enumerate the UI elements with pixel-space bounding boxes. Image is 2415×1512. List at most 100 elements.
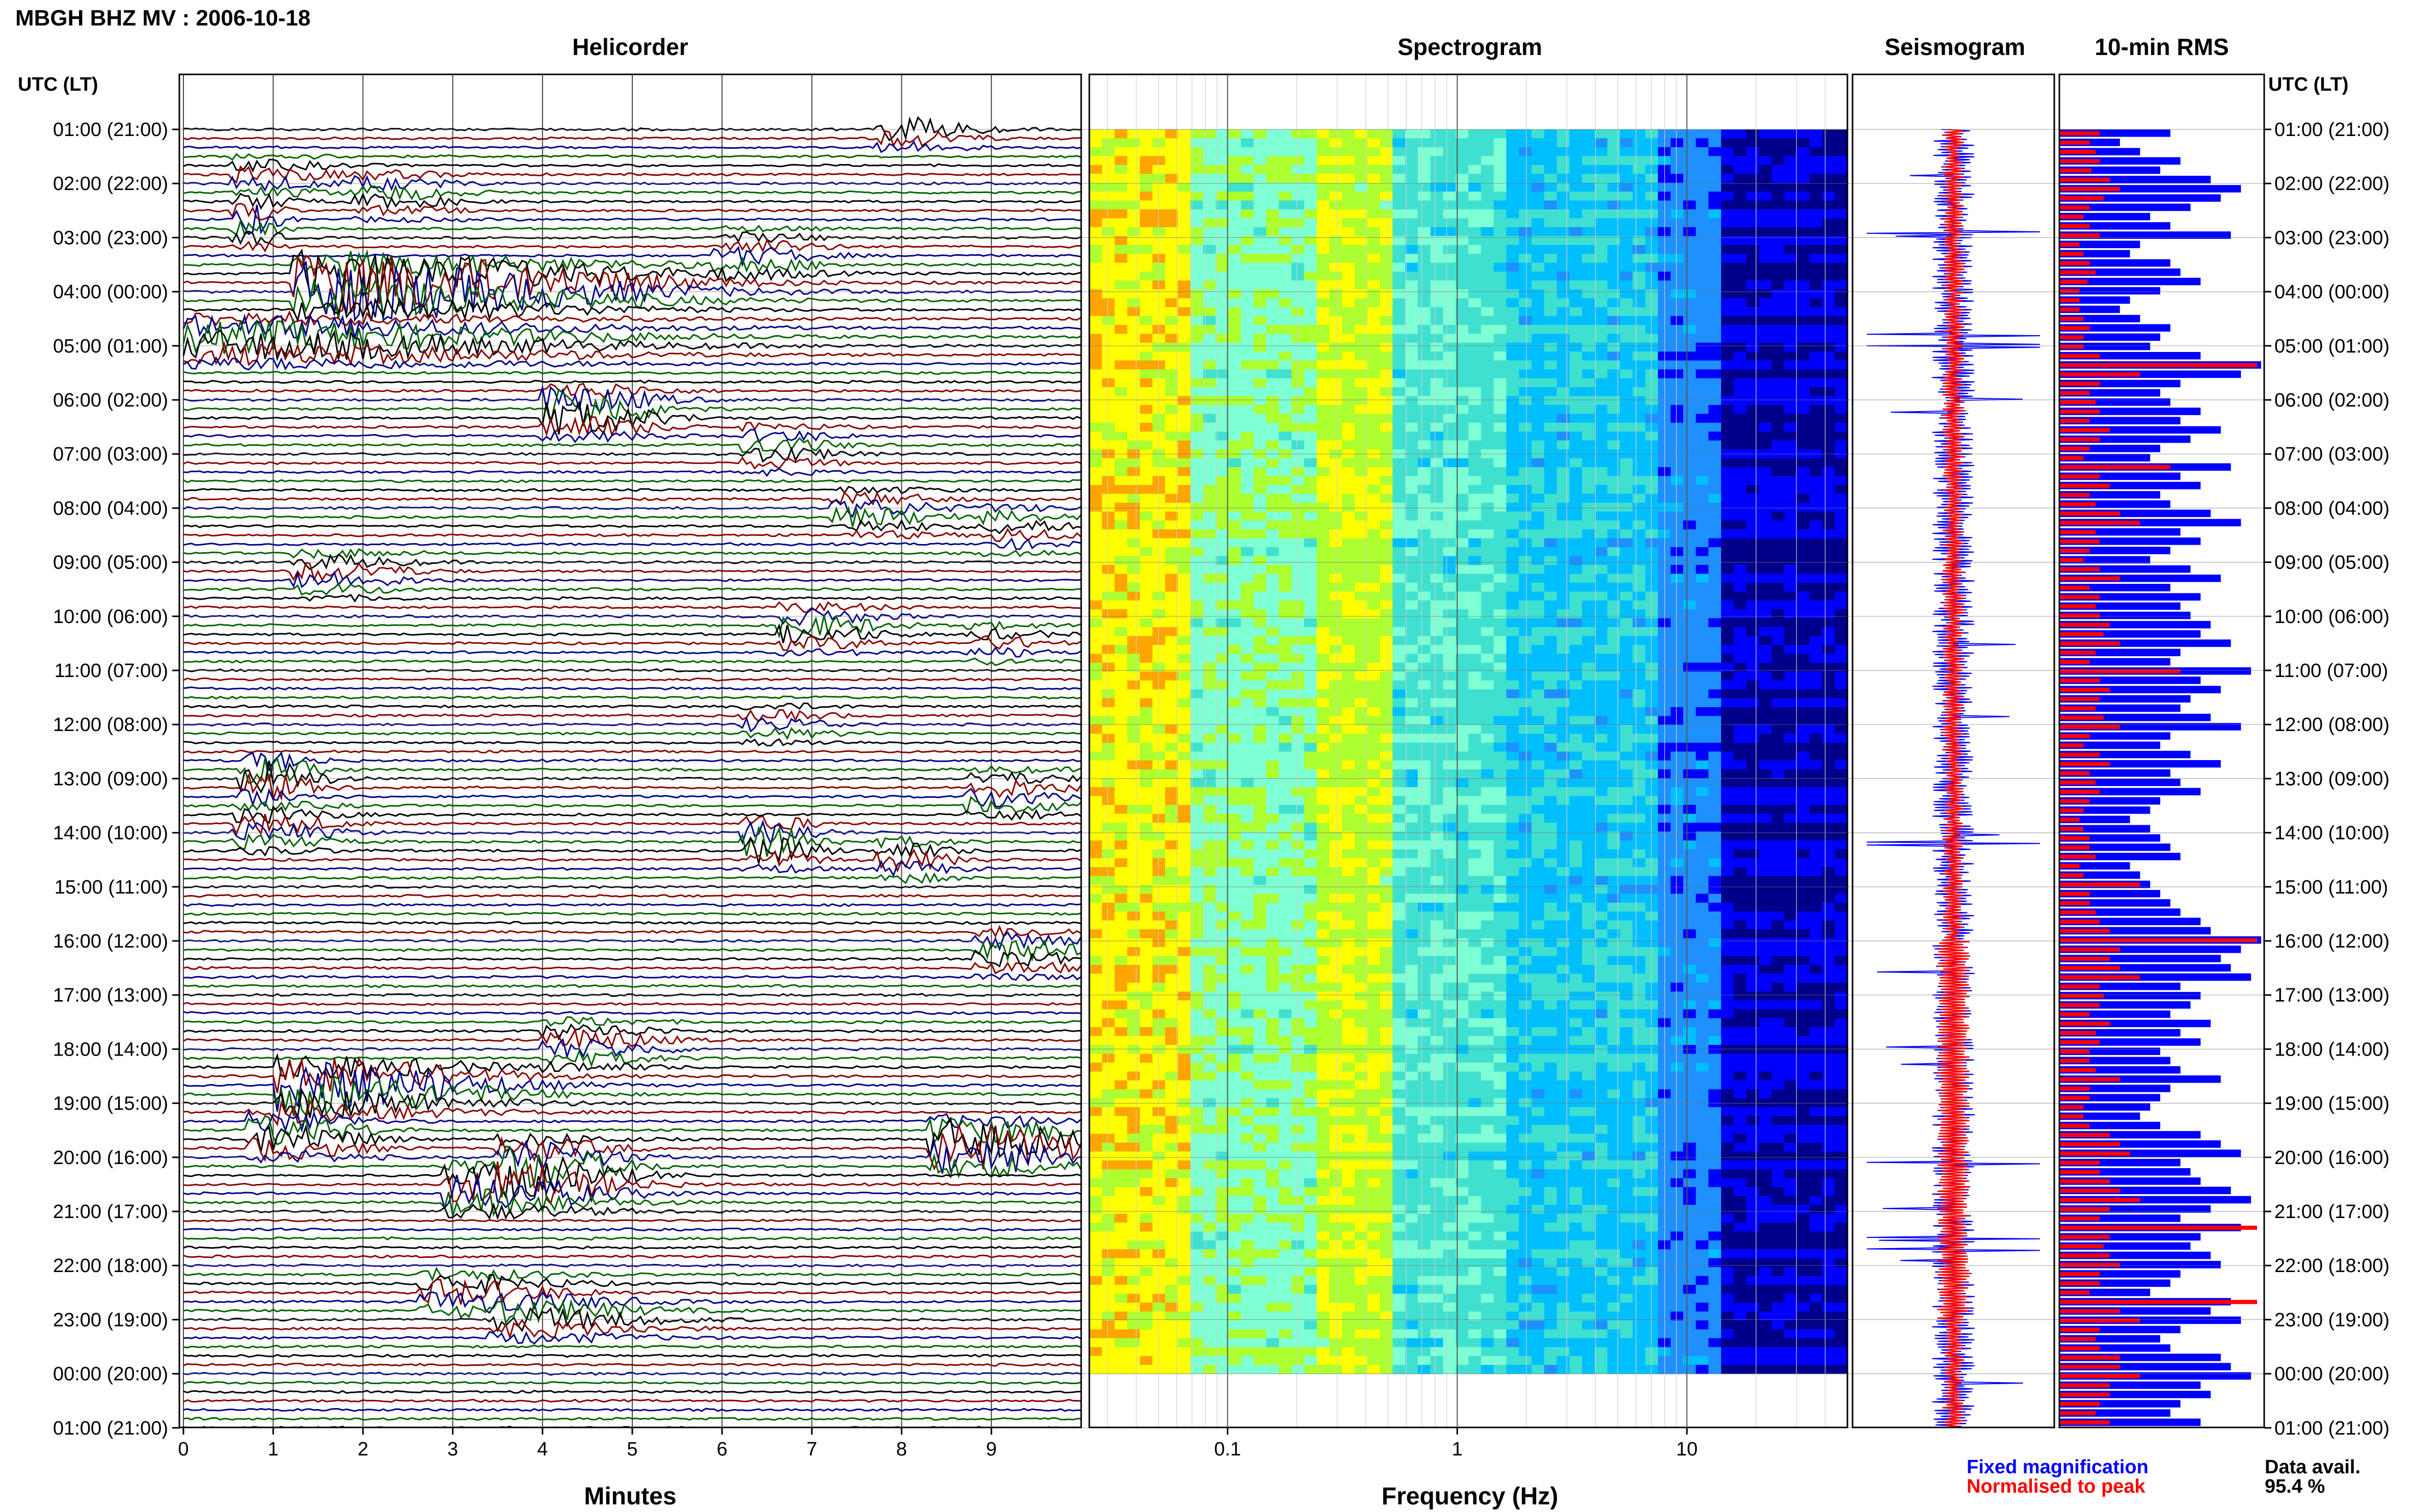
spectrogram-cell [1493, 369, 1507, 379]
spectrogram-cell [1152, 431, 1166, 441]
spectrogram-cell [1367, 262, 1380, 272]
spectrogram-cell [1670, 200, 1684, 210]
spectrogram-cell [1607, 564, 1621, 574]
spectrogram-cell [1127, 734, 1140, 743]
spectrogram-cell [1544, 484, 1558, 494]
spectrogram-cell [1102, 422, 1115, 432]
spectrogram-cell [1190, 787, 1203, 797]
spectrogram-cell [1417, 192, 1431, 201]
spectrogram-heatmap [1089, 129, 1848, 1374]
spectrogram-cell [1140, 422, 1153, 432]
spectrogram-cell [1544, 636, 1558, 645]
spectrogram-cell [1809, 556, 1822, 565]
spectrogram-cell [1569, 200, 1582, 210]
spectrogram-cell [1809, 165, 1822, 174]
spectrogram-cell [1620, 165, 1633, 174]
spectrogram-cell [1228, 787, 1242, 797]
spectrogram-cell [1733, 600, 1747, 610]
spectrogram-cell [1759, 182, 1772, 192]
spectrogram-cell [1670, 502, 1684, 512]
spectrogram-cell [1279, 787, 1292, 797]
spectrogram-cell [1342, 582, 1355, 592]
spectrogram-cell [1595, 520, 1608, 530]
spectrogram-cell [1392, 716, 1406, 725]
spectrogram-cell [1721, 129, 1734, 139]
spectrogram-cell [1430, 556, 1443, 565]
spectrogram-cell [1670, 600, 1684, 610]
spectrogram-cell [1696, 547, 1709, 556]
spectrogram-cell [1216, 404, 1229, 414]
spectrogram-cell [1102, 778, 1115, 788]
spectrogram-cell [1380, 858, 1393, 868]
spectrogram-cell [1696, 227, 1709, 236]
spectrogram-cell [1430, 431, 1443, 441]
spectrogram-cell [1127, 342, 1140, 352]
spectrogram-cell [1557, 716, 1570, 725]
spectrogram-cell [1784, 822, 1797, 832]
spectrogram-cell [1772, 609, 1785, 619]
spectrogram-cell [1317, 227, 1330, 236]
spectrogram-cell [1417, 352, 1431, 361]
spectrogram-cell [1329, 644, 1343, 654]
spectrogram-cell [1405, 467, 1418, 476]
spectrogram-cell [1177, 591, 1191, 601]
spectrogram-cell [1279, 387, 1292, 396]
spectrogram-cell [1645, 440, 1658, 450]
spectrogram-cell [1493, 707, 1507, 717]
spectrogram-cell [1670, 760, 1684, 770]
spectrogram-cell [1392, 760, 1406, 770]
spectrogram-cell [1354, 502, 1368, 512]
spectrogram-cell [1544, 476, 1558, 485]
spectrogram-cell [1569, 698, 1582, 708]
spectrogram-cell [1696, 254, 1709, 263]
spectrogram-cell [1835, 431, 1848, 441]
spectrogram-cell [1405, 414, 1418, 423]
spectrogram-cell [1304, 662, 1317, 672]
spectrogram-cell [1696, 520, 1709, 530]
spectrogram-cell [1317, 440, 1330, 450]
spectrogram-cell [1607, 849, 1621, 859]
spectrogram-cell [1152, 574, 1166, 583]
spectrogram-cell [1746, 636, 1759, 645]
spectrogram-cell [1519, 574, 1532, 583]
spectrogram-cell [1304, 387, 1317, 396]
spectrogram-cell [1317, 822, 1330, 832]
spectrogram-cell [1114, 467, 1128, 476]
spectrogram-cell [1456, 307, 1469, 316]
spectrogram-cell [1354, 200, 1368, 210]
spectrogram-cell [1203, 547, 1216, 556]
spectrogram-cell [1557, 671, 1570, 681]
spectrogram-cell [1835, 476, 1848, 485]
spectrogram-cell [1253, 591, 1267, 601]
spectrogram-cell [1746, 182, 1759, 192]
spectrogram-cell [1367, 831, 1380, 841]
spectrogram-cell [1595, 742, 1608, 752]
spectrogram-cell [1519, 289, 1532, 299]
spectrogram-cell [1367, 600, 1380, 610]
spectrogram-cell [1430, 147, 1443, 156]
spectrogram-cell [1645, 209, 1658, 219]
spectrogram-cell [1241, 725, 1254, 734]
spectrogram-cell [1582, 849, 1595, 859]
spectrogram-cell [1329, 822, 1343, 832]
spectrogram-cell [1241, 520, 1254, 530]
spectrogram-cell [1733, 814, 1747, 823]
spectrogram-cell [1392, 725, 1406, 734]
spectrogram-cell [1228, 814, 1242, 823]
spectrogram-cell [1708, 671, 1722, 681]
spectrogram-cell [1367, 547, 1380, 556]
spectrogram-cell [1595, 582, 1608, 592]
spectrogram-cell [1367, 369, 1380, 379]
spectrogram-cell [1645, 369, 1658, 379]
spectrogram-cell [1152, 316, 1166, 326]
spectrogram-cell [1506, 431, 1519, 441]
spectrogram-cell [1683, 165, 1696, 174]
spectrogram-cell [1822, 671, 1835, 681]
spectrogram-cell [1595, 138, 1608, 148]
spectrogram-cell [1708, 680, 1722, 690]
spectrogram-cell [1127, 476, 1140, 485]
spectrogram-cell [1746, 618, 1759, 628]
spectrogram-cell [1607, 209, 1621, 219]
spectrogram-cell [1708, 440, 1722, 450]
spectrogram-cell [1354, 742, 1368, 752]
